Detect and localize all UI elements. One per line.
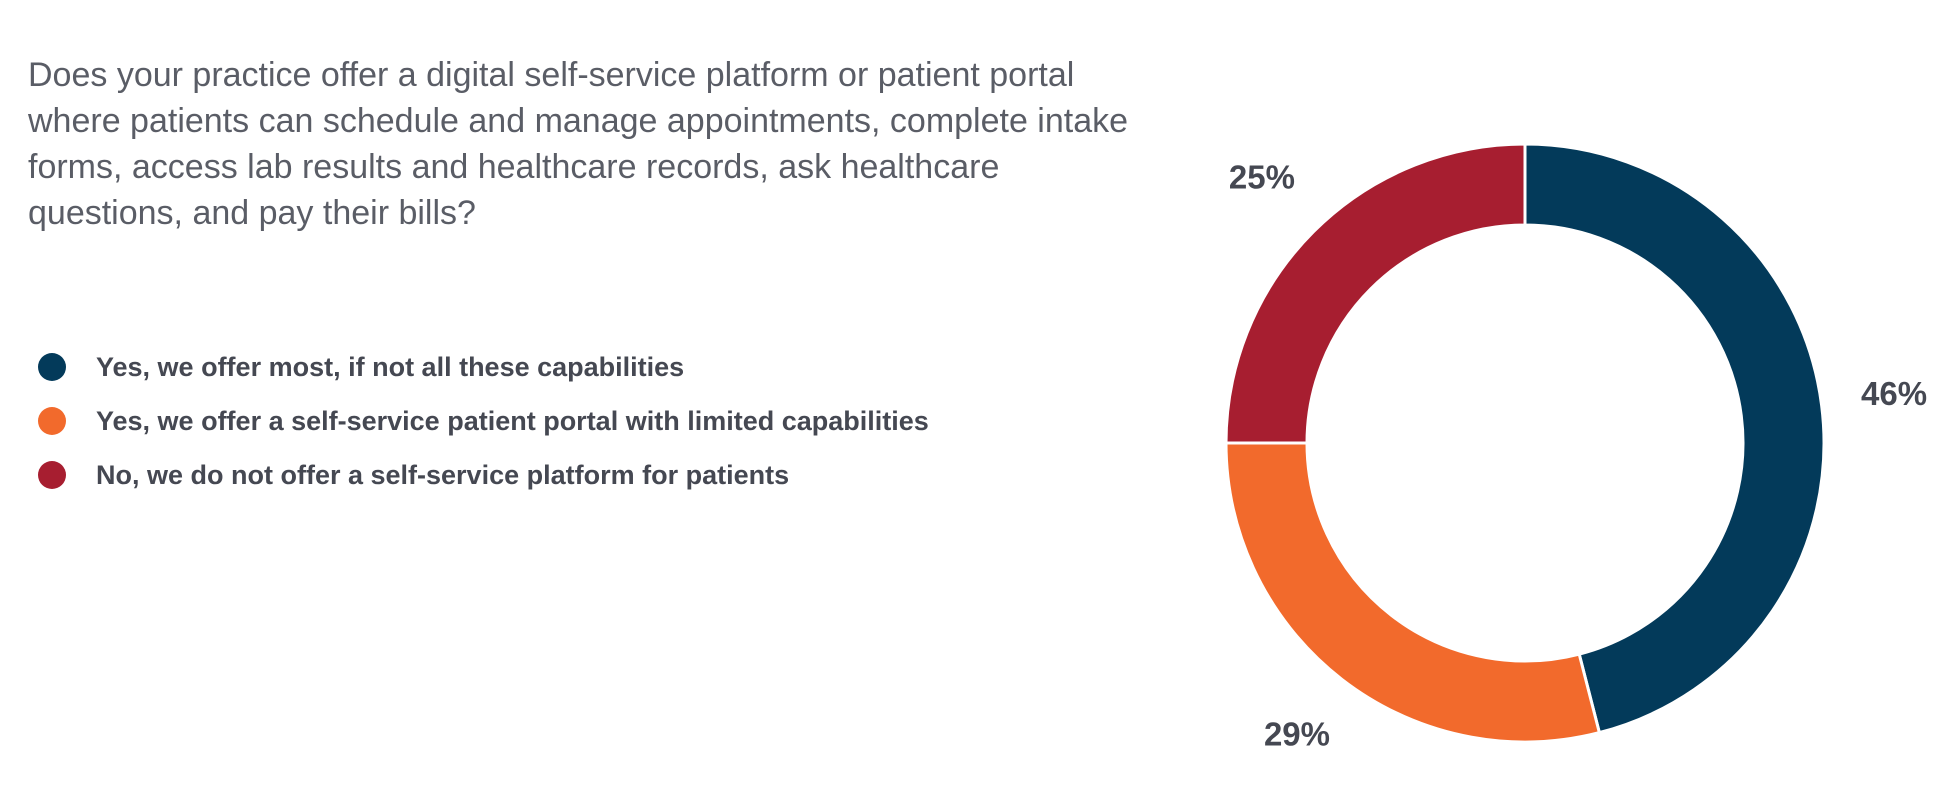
slice-value-label: 46% [1861, 375, 1927, 412]
legend-marker-icon [38, 353, 66, 381]
slice-value-label: 25% [1229, 159, 1295, 196]
legend-item: Yes, we offer a self-service patient por… [38, 394, 929, 448]
legend-item: Yes, we offer most, if not all these cap… [38, 340, 929, 394]
legend-marker-icon [38, 407, 66, 435]
legend-label: No, we do not offer a self-service platf… [96, 459, 790, 490]
legend-label: Yes, we offer most, if not all these cap… [96, 351, 685, 382]
slice-value-label: 29% [1264, 716, 1330, 753]
donut-slice [1523, 142, 1826, 735]
legend-label: Yes, we offer a self-service patient por… [96, 405, 929, 436]
donut-chart: 46% 29% 25% [1150, 100, 1958, 780]
donut-slice [1224, 441, 1602, 744]
legend-marker-icon [38, 461, 66, 489]
chart-question: Does your practice offer a digital self-… [28, 56, 1129, 232]
legend-item: No, we do not offer a self-service platf… [38, 448, 929, 502]
donut-slice [1224, 142, 1527, 445]
donut-chart-svg: 46% 29% 25% [1224, 142, 1927, 753]
chart-legend: Yes, we offer most, if not all these cap… [38, 340, 929, 502]
